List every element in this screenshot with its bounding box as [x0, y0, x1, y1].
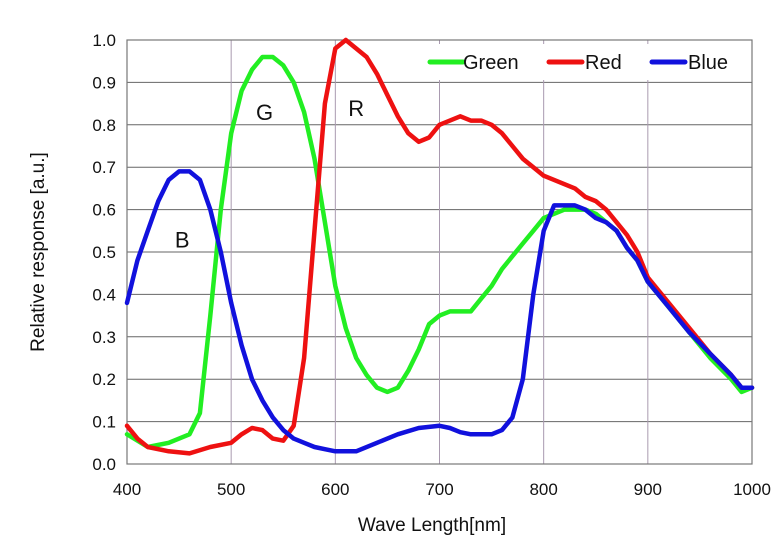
- x-tick-label: 900: [634, 480, 662, 499]
- y-tick-label: 0.0: [92, 455, 116, 474]
- x-tick-label: 600: [321, 480, 349, 499]
- y-tick-label: 0.1: [92, 413, 116, 432]
- y-tick-labels: 0.0 0.1 0.2 0.3 0.4 0.5 0.6 0.7 0.8 0.9 1.0: [92, 31, 116, 474]
- plot-frame: [126, 39, 753, 465]
- y-tick-label: 0.2: [92, 370, 116, 389]
- y-tick-label: 0.5: [92, 243, 116, 262]
- x-tick-label: 400: [113, 480, 141, 499]
- annotation-g: G: [256, 100, 273, 125]
- x-tick-labels: 400 500 600 700 800 900 1000: [113, 480, 771, 499]
- y-axis-label: Relative response [a.u.]: [28, 152, 49, 352]
- y-tick-label: 0.7: [92, 158, 116, 177]
- annotation-r: R: [348, 96, 364, 121]
- x-tick-label: 800: [529, 480, 557, 499]
- y-tick-label: 0.8: [92, 116, 116, 135]
- annotations: B G R: [175, 96, 364, 252]
- legend-label-green: Green: [463, 52, 519, 74]
- series-line-blue: [124, 169, 755, 454]
- legend-background: [424, 44, 750, 80]
- y-tick-label: 1.0: [92, 31, 116, 50]
- y-tick-label: 0.6: [92, 201, 116, 220]
- legend-label-blue: Blue: [688, 52, 728, 74]
- annotation-b: B: [175, 227, 190, 252]
- y-tick-label: 0.9: [92, 73, 116, 92]
- series-lines: [124, 37, 755, 456]
- y-tick-label: 0.3: [92, 328, 116, 347]
- x-tick-label: 500: [217, 480, 245, 499]
- x-axis-label: Wave Length[nm]: [358, 515, 506, 536]
- legend: Green Red Blue: [424, 44, 750, 80]
- y-tick-label: 0.4: [92, 285, 116, 304]
- x-tick-label: 1000: [733, 480, 771, 499]
- legend-label-red: Red: [585, 52, 622, 74]
- series-line-red: [124, 37, 755, 456]
- x-tick-label: 700: [425, 480, 453, 499]
